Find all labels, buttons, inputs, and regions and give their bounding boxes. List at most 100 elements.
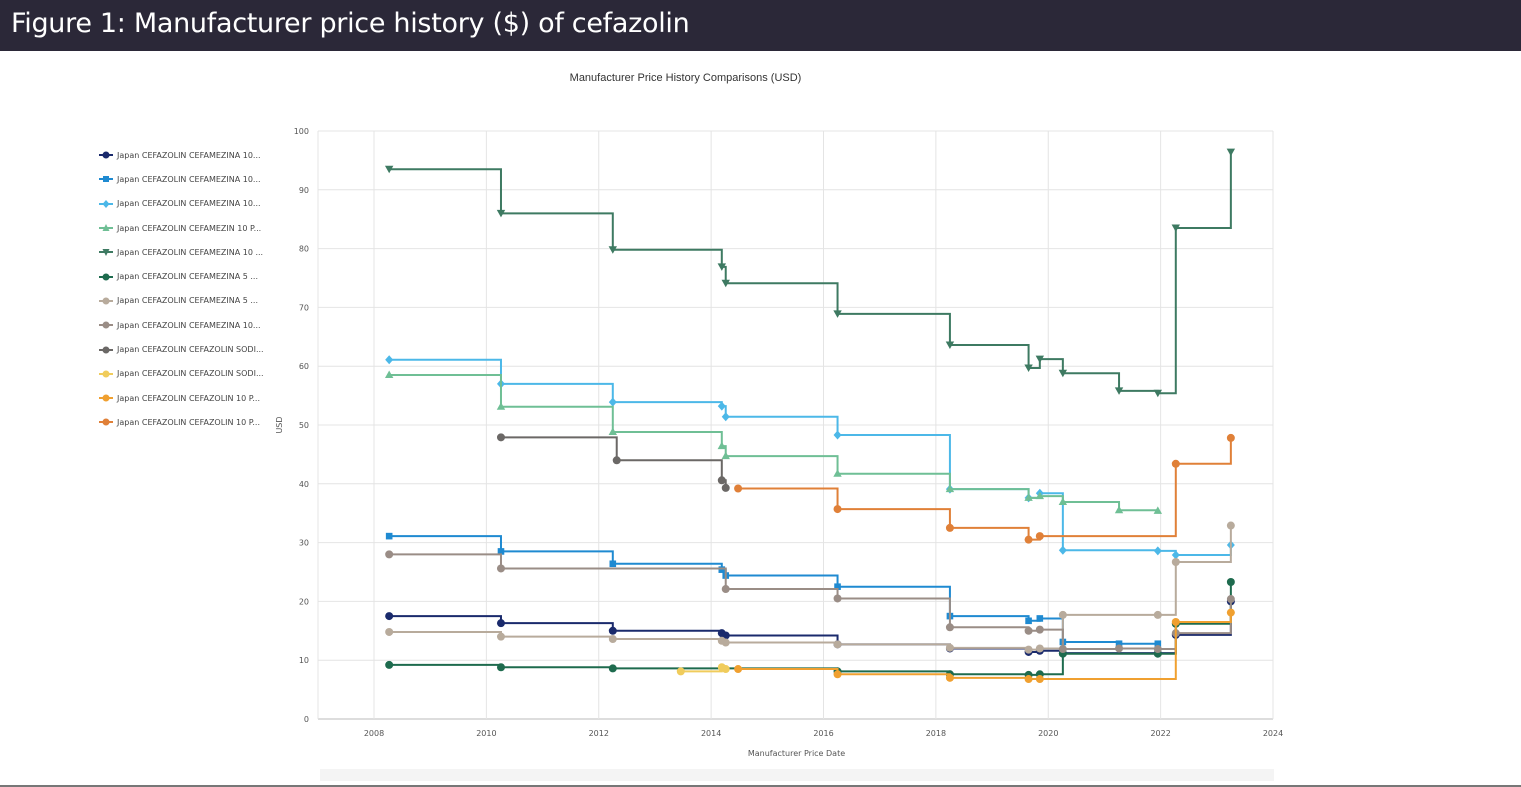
legend-item[interactable]: Japan CEFAZOLIN CEFAMEZINA 10 ... [98, 240, 264, 264]
legend-swatch-icon [99, 370, 113, 378]
legend-swatch-icon [99, 273, 113, 281]
data-point [1153, 546, 1162, 556]
legend-label: Japan CEFAZOLIN CEFAMEZINA 10 ... [117, 247, 264, 257]
legend-swatch-icon [99, 199, 113, 208]
legend-item[interactable]: Japan CEFAZOLIN CEFAZOLIN SODI... [98, 337, 264, 361]
data-point [1154, 640, 1162, 648]
legend-label: Japan CEFAZOLIN CEFAMEZINA 10... [117, 174, 261, 184]
x-tick-label: 2018 [926, 729, 946, 738]
data-point [721, 585, 730, 594]
data-point [1171, 224, 1180, 233]
legend-swatch-icon [99, 176, 113, 183]
data-point [1035, 675, 1044, 684]
x-tick-label: 2014 [701, 729, 721, 738]
data-point [608, 427, 617, 436]
y-tick-label: 50 [299, 421, 309, 430]
y-tick-label: 30 [299, 539, 309, 548]
data-point [1226, 433, 1235, 442]
legend-swatch-icon [99, 224, 113, 232]
data-point [945, 623, 954, 632]
data-point [721, 412, 730, 422]
data-point [608, 626, 617, 635]
horizontal-scrollbar[interactable] [320, 769, 1274, 781]
series-line-1 [389, 601, 1232, 655]
legend-swatch-icon [99, 418, 113, 426]
data-point [612, 456, 621, 465]
legend-item[interactable]: Japan CEFAZOLIN CEFAMEZINA 5 ... [98, 264, 264, 288]
data-point [721, 665, 730, 674]
data-point [496, 663, 505, 672]
x-tick-label: 2010 [476, 729, 496, 738]
data-point [1058, 497, 1068, 506]
data-point [385, 612, 394, 621]
legend-item[interactable]: Japan CEFAZOLIN CEFAZOLIN 10 P... [98, 386, 264, 410]
data-point [496, 619, 505, 628]
data-point [496, 209, 506, 218]
data-point [1171, 617, 1180, 626]
data-point [1226, 521, 1235, 530]
legend-swatch-icon [99, 151, 113, 159]
data-point [717, 263, 727, 271]
data-point [721, 483, 730, 492]
legend-item[interactable]: Japan CEFAZOLIN CEFAZOLIN 10 P... [98, 410, 264, 434]
data-point [608, 664, 617, 673]
legend-label: Japan CEFAZOLIN CEFAMEZINA 10... [117, 320, 261, 330]
legend-item[interactable]: Japan CEFAZOLIN CEFAMEZINA 10... [98, 313, 264, 337]
data-point [1058, 369, 1068, 378]
chart-title: Manufacturer Price History Comparisons (… [569, 72, 802, 84]
y-tick-label: 0 [304, 715, 309, 724]
bottom-divider [0, 785, 1521, 787]
data-point [717, 476, 726, 485]
y-tick-label: 70 [299, 303, 309, 312]
series-line-5 [389, 152, 1232, 395]
data-point [1153, 506, 1163, 514]
data-point [721, 638, 730, 647]
legend-swatch-icon [99, 346, 113, 354]
data-point [1153, 645, 1162, 654]
data-point [1035, 625, 1044, 634]
legend-item[interactable]: Japan CEFAZOLIN CEFAMEZINA 5 ... [98, 289, 264, 313]
x-tick-label: 2016 [813, 729, 833, 738]
data-point [945, 673, 954, 682]
legend-item[interactable]: Japan CEFAZOLIN CEFAMEZINA 10... [98, 167, 264, 191]
data-point [718, 566, 726, 573]
data-point [1025, 617, 1032, 625]
legend-swatch-icon [99, 297, 113, 305]
legend-item[interactable]: Japan CEFAZOLIN CEFAMEZINA 10... [98, 143, 264, 167]
data-point [1226, 608, 1235, 617]
y-tick-label: 10 [299, 656, 309, 665]
data-point [385, 550, 394, 559]
data-point [734, 484, 743, 493]
legend-item[interactable]: Japan CEFAZOLIN CEFAZOLIN SODI... [98, 362, 264, 386]
data-point [833, 469, 842, 477]
legend-item[interactable]: Japan CEFAZOLIN CEFAMEZINA 10... [98, 192, 264, 216]
data-point [1058, 610, 1067, 619]
data-point [676, 667, 685, 676]
data-point [608, 635, 617, 644]
x-tick-label: 2022 [1150, 729, 1170, 738]
legend-item[interactable]: Japan CEFAZOLIN CEFAMEZIN 10 P... [98, 216, 264, 240]
figure-title: Figure 1: Manufacturer price history ($)… [11, 8, 690, 39]
data-point [1024, 535, 1033, 544]
data-point [945, 523, 954, 532]
data-point [1171, 550, 1180, 560]
data-point [385, 355, 394, 365]
data-point [945, 643, 954, 652]
data-point [833, 640, 842, 649]
y-tick-label: 90 [299, 186, 309, 195]
data-point [1058, 545, 1067, 555]
data-point [721, 279, 730, 288]
data-point [833, 670, 842, 679]
legend-label: Japan CEFAZOLIN CEFAZOLIN 10 P... [117, 417, 260, 427]
x-axis-label: Manufacturer Price Date [748, 749, 845, 758]
data-point [734, 665, 743, 674]
data-point [1024, 493, 1033, 501]
data-point [833, 594, 842, 603]
data-point [1171, 459, 1180, 468]
data-point [1171, 558, 1180, 567]
data-point [497, 548, 505, 555]
data-point [1024, 675, 1033, 684]
legend-label: Japan CEFAZOLIN CEFAZOLIN 10 P... [117, 393, 260, 403]
data-point [1058, 645, 1067, 654]
